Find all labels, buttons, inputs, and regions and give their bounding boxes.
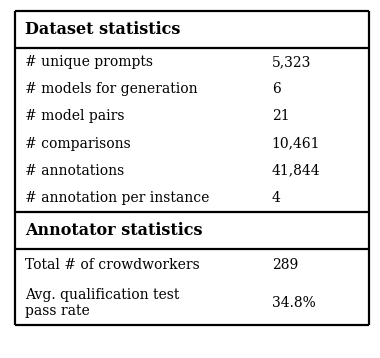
Text: 41,844: 41,844 xyxy=(272,164,320,178)
Text: 21: 21 xyxy=(272,109,289,124)
Text: Avg. qualification test
pass rate: Avg. qualification test pass rate xyxy=(25,288,179,318)
Text: 6: 6 xyxy=(272,82,280,96)
Text: # model pairs: # model pairs xyxy=(25,109,124,124)
Text: # comparisons: # comparisons xyxy=(25,136,130,151)
Text: 34.8%: 34.8% xyxy=(272,296,315,310)
Text: 5,323: 5,323 xyxy=(272,55,311,69)
Text: Dataset statistics: Dataset statistics xyxy=(25,21,180,38)
Text: # annotations: # annotations xyxy=(25,164,124,178)
Text: # annotation per instance: # annotation per instance xyxy=(25,191,209,205)
Text: 4: 4 xyxy=(272,191,280,205)
Text: Annotator statistics: Annotator statistics xyxy=(25,222,202,239)
Text: Total # of crowdworkers: Total # of crowdworkers xyxy=(25,258,200,272)
Text: # unique prompts: # unique prompts xyxy=(25,55,153,69)
Text: 10,461: 10,461 xyxy=(272,136,320,151)
Text: # models for generation: # models for generation xyxy=(25,82,197,96)
Text: 289: 289 xyxy=(272,258,298,272)
